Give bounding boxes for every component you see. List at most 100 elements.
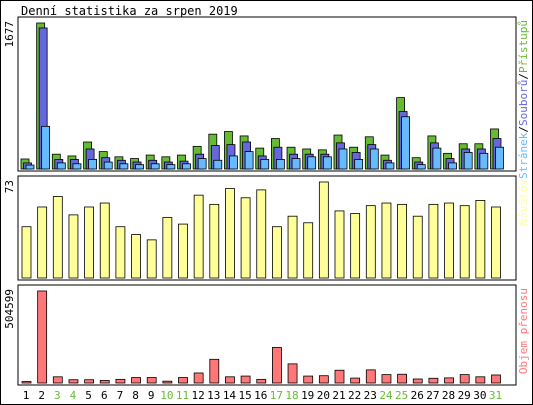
y-max-label: 1677 xyxy=(3,21,16,48)
bar-visits-návštěv xyxy=(381,202,392,279)
bar-volume-objem-přenosu xyxy=(303,375,314,384)
x-tick-label: 1 xyxy=(23,389,30,402)
bar-visits-návštěv xyxy=(99,202,110,279)
bar-hits-stránek xyxy=(322,156,332,170)
bar-hits-stránek xyxy=(182,163,191,170)
x-tick-label: 14 xyxy=(223,389,237,402)
bar-hits-stránek xyxy=(150,163,160,170)
panel-hits: 1677 Stránek/Souborů/Přístupů xyxy=(3,16,530,179)
bar-hits-stránek xyxy=(229,155,238,170)
bar-hits-stránek xyxy=(103,161,113,170)
bar-hits-stránek xyxy=(385,162,395,170)
bar-volume-objem-přenosu xyxy=(68,379,79,384)
chart-title: Denní statistika za srpen 2019 xyxy=(21,4,238,18)
bar-visits-návštěv xyxy=(428,203,439,279)
bar-volume-objem-přenosu xyxy=(162,380,173,384)
bar-hits-stránek xyxy=(244,151,254,170)
bar-volume-objem-přenosu xyxy=(256,378,267,384)
bar-visits-návštěv xyxy=(146,239,157,279)
bar-hits-stránek xyxy=(56,162,66,170)
bar-volume-objem-přenosu xyxy=(350,377,361,384)
legend-entry: Návštěv xyxy=(517,179,530,226)
bar-hits-stránek xyxy=(291,158,301,170)
bar-volume-objem-přenosu xyxy=(271,347,282,384)
bar-hits-stránek xyxy=(88,159,97,170)
bar-visits-návštěv xyxy=(475,200,486,279)
legend-separator: / xyxy=(517,126,530,133)
x-tick-label: 22 xyxy=(348,389,361,402)
x-tick-label: 11 xyxy=(176,389,189,402)
bar-volume-objem-přenosu xyxy=(99,380,110,384)
bar-hits-stránek xyxy=(166,164,176,170)
bar-hits-stránek xyxy=(213,159,223,170)
bar-volume-objem-přenosu xyxy=(412,378,423,384)
bar-visits-návštěv xyxy=(459,205,470,279)
panel-visits: 73 Návštěv xyxy=(3,175,530,281)
x-tick-label: 3 xyxy=(54,389,61,402)
bar-visits-návštěv xyxy=(193,194,204,279)
x-tick-label: 31 xyxy=(489,389,502,402)
bar-volume-objem-přenosu xyxy=(334,369,345,384)
legend-entry: Souborů xyxy=(517,80,530,126)
bar-visits-návštěv xyxy=(240,197,251,279)
bar-hits-stránek xyxy=(354,159,364,170)
bar-volume-objem-přenosu xyxy=(52,376,63,384)
bar-visits-návštěv xyxy=(365,205,376,279)
bar-hits-stránek xyxy=(275,159,285,170)
x-axis-labels: 1 2 3 4 5 6 7 8 9 10 11 12 13 14 15 16 17 18 19 20 21 22 23 24 2… xyxy=(23,389,502,402)
legend-hits: Stránek/Souborů/Přístupů xyxy=(517,20,530,179)
bar-hits-stránek xyxy=(401,116,411,170)
legend-separator: / xyxy=(517,73,530,80)
bar-visits-návštěv xyxy=(271,226,282,279)
legend-visits: Návštěv xyxy=(517,179,530,226)
bar-volume-objem-přenosu xyxy=(84,379,94,384)
bar-volume-objem-přenosu xyxy=(491,374,501,384)
x-tick-label: 26 xyxy=(411,389,424,402)
x-tick-label: 23 xyxy=(364,389,377,402)
bar-hits-stránek xyxy=(448,162,457,170)
x-tick-label: 18 xyxy=(285,389,298,402)
bar-hits-stránek xyxy=(72,163,82,170)
x-tick-label: 29 xyxy=(458,389,471,402)
bar-volume-objem-přenosu xyxy=(21,381,32,384)
y-max-label: 504599 xyxy=(3,289,16,329)
bar-hits-stránek xyxy=(25,164,35,170)
bar-visits-návštěv xyxy=(52,196,63,279)
bar-volume-objem-přenosu xyxy=(146,377,157,384)
bar-hits-stránek xyxy=(369,148,379,170)
legend-entry: Objem přenosu xyxy=(517,288,530,374)
bar-visits-návštěv xyxy=(68,214,79,279)
bar-volume-objem-přenosu xyxy=(240,375,251,384)
panel-volume: 504599 Objem přenosu xyxy=(3,284,530,386)
bar-hits-stránek xyxy=(260,159,270,170)
bar-visits-návštěv xyxy=(397,203,408,279)
x-tick-label: 27 xyxy=(426,389,439,402)
bar-visits-návštěv xyxy=(131,234,141,279)
x-tick-label: 16 xyxy=(254,389,267,402)
x-tick-label: 9 xyxy=(148,389,155,402)
bar-hits-stránek xyxy=(479,152,489,170)
bar-visits-návštěv xyxy=(318,181,329,279)
bar-hits-stránek xyxy=(338,148,348,170)
bar-visits-návštěv xyxy=(21,226,32,279)
bar-hits-stránek xyxy=(135,164,144,170)
bar-hits-stránek xyxy=(197,158,207,170)
bar-visits-návštěv xyxy=(412,215,423,279)
panel-border xyxy=(17,284,517,386)
bar-visits-návštěv xyxy=(350,213,361,279)
bar-visits-návštěv xyxy=(303,222,314,279)
bar-visits-návštěv xyxy=(225,188,235,279)
bar-visits-návštěv xyxy=(209,203,220,279)
x-tick-label: 21 xyxy=(332,389,345,402)
bar-volume-objem-přenosu xyxy=(131,377,141,384)
x-tick-label: 8 xyxy=(132,389,139,402)
x-tick-label: 19 xyxy=(301,389,314,402)
bar-volume-objem-přenosu xyxy=(209,358,220,384)
x-tick-label: 30 xyxy=(473,389,486,402)
x-tick-label: 2 xyxy=(38,389,45,402)
bar-visits-návštěv xyxy=(334,210,345,279)
y-max-label: 73 xyxy=(3,180,16,193)
bar-visits-návštěv xyxy=(287,215,298,279)
